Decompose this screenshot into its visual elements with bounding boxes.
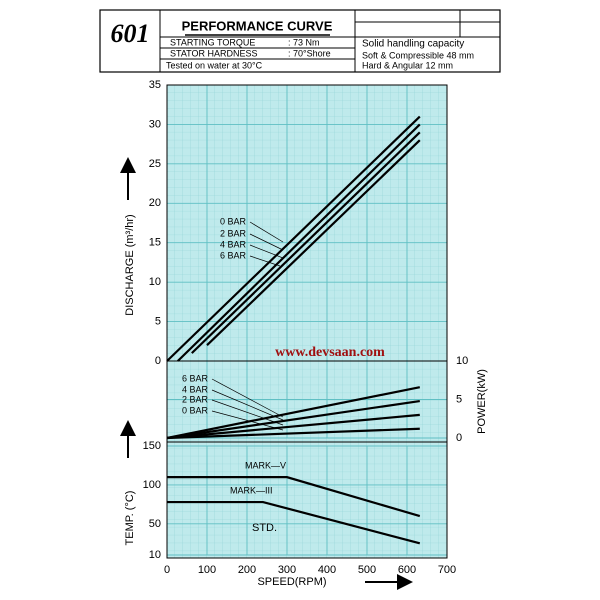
y-tick-label: 100	[143, 479, 161, 491]
y-tick-label: 5	[155, 315, 161, 327]
leader-line	[249, 221, 284, 243]
y2-tick-label: 5	[456, 393, 462, 405]
leader-line	[249, 255, 281, 267]
y2-tick-label: 0	[456, 432, 462, 444]
series-label: MARK—III	[230, 485, 273, 495]
series-line	[167, 500, 421, 545]
series-line	[166, 427, 420, 440]
series-line	[166, 413, 420, 440]
series-label: 0 BAR	[182, 405, 209, 415]
header	[99, 9, 501, 73]
x-tick-label: 700	[438, 564, 456, 576]
y-tick-label: 20	[149, 197, 161, 209]
model: 601	[111, 19, 150, 48]
series-line	[191, 131, 421, 354]
x-tick-label: 600	[398, 564, 416, 576]
leader-line	[249, 233, 284, 251]
x-tick-label: 500	[358, 564, 376, 576]
leader-line	[249, 244, 284, 259]
y2-axis-label: POWER(kW)	[476, 369, 488, 434]
spec-label: STARTING TORQUE	[170, 37, 255, 47]
series-label: 0 BAR	[220, 216, 247, 226]
y-tick-label: 15	[149, 237, 161, 249]
x-axis-label: SPEED(RPM)	[257, 576, 326, 588]
series-line	[166, 399, 420, 440]
spec-value: : 70°Shore	[288, 48, 331, 58]
y-tick-label: 50	[149, 518, 161, 530]
y-tick-label: 0	[155, 355, 161, 367]
series-label: 4 BAR	[182, 384, 209, 394]
series-label: 2 BAR	[182, 394, 209, 404]
y-axis-label: TEMP. (°C)	[124, 491, 136, 546]
y-tick-label: 10	[149, 276, 161, 288]
spec-value: : 73 Nm	[288, 37, 320, 47]
leader-line	[211, 410, 284, 431]
series-label: 6 BAR	[182, 373, 209, 383]
series-line	[177, 123, 421, 362]
series-line	[166, 115, 421, 362]
capacity-line: Hard & Angular 12 mm	[362, 60, 453, 70]
series-label: 4 BAR	[220, 239, 247, 249]
y-tick-label: 30	[149, 118, 161, 130]
watermark: www.devsaan.com	[275, 345, 385, 360]
series-label: 2 BAR	[220, 228, 247, 238]
series-line	[206, 139, 421, 347]
x-tick-label: 200	[238, 564, 256, 576]
capacity-title: Solid handling capacity	[362, 39, 464, 50]
x-tick-label: 300	[278, 564, 296, 576]
series-label: MARK—V	[245, 460, 286, 470]
y-tick-label: 10	[149, 549, 161, 561]
capacity-line: Soft & Compressible 48 mm	[362, 50, 474, 60]
leader-line	[211, 389, 284, 421]
y-tick-label: 35	[149, 79, 161, 91]
leader-line	[211, 399, 284, 426]
note: Tested on water at 30°C	[166, 60, 263, 70]
plot-frame	[166, 84, 448, 559]
series-label: 6 BAR	[220, 250, 247, 260]
y-tick-label: 25	[149, 158, 161, 170]
y-axis-label: DISCHARGE (m³/hr)	[124, 214, 136, 315]
series-line	[166, 386, 421, 440]
y2-tick-label: 10	[456, 355, 468, 367]
title: PERFORMANCE CURVE	[182, 18, 333, 33]
leader-line	[211, 378, 284, 418]
series-line	[167, 476, 421, 518]
annotation: STD.	[252, 522, 277, 534]
spec-label: STATOR HARDNESS	[170, 48, 258, 58]
x-tick-label: 400	[318, 564, 336, 576]
x-tick-label: 100	[198, 564, 216, 576]
y-tick-label: 150	[143, 440, 161, 452]
x-tick-label: 0	[164, 564, 170, 576]
